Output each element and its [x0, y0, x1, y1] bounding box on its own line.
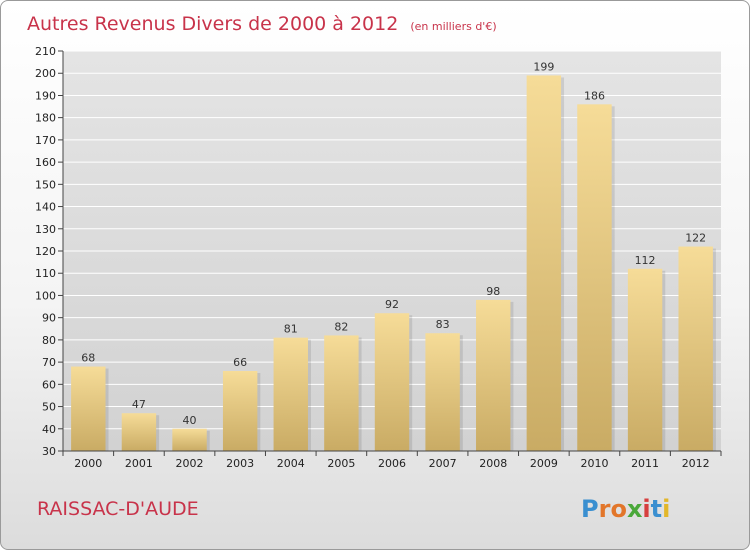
bars: 68 47 40 66 81 82 92 83 98 199 186 112 122: [71, 60, 716, 451]
y-tick-label: 210: [35, 45, 56, 58]
y-tick-label: 80: [42, 334, 56, 347]
y-tick-label: 170: [35, 134, 56, 147]
data-label: 40: [183, 414, 197, 427]
bar: [222, 371, 258, 451]
axes: 30 40 50 60 70 80 90 100 110 120 130 140 150 160 170 18…: [35, 45, 722, 470]
data-label: 98: [486, 285, 500, 298]
x-tick-label: 2001: [125, 457, 153, 470]
data-label: 186: [584, 89, 605, 102]
x-tick-label: 2008: [479, 457, 507, 470]
bar: [121, 413, 157, 451]
y-tick-label: 40: [42, 423, 56, 436]
y-tick-label: 160: [35, 156, 56, 169]
x-tick-label: 2000: [74, 457, 102, 470]
y-tick-label: 140: [35, 201, 56, 214]
y-tick-label: 30: [42, 445, 56, 458]
bar: [476, 299, 511, 451]
commune-name: RAISSAC-D'AUDE: [37, 498, 199, 520]
data-label: 66: [233, 356, 247, 369]
bar: [678, 246, 713, 451]
x-tick-label: 2012: [682, 457, 710, 470]
y-tick-label: 100: [35, 289, 56, 302]
bar: [71, 366, 106, 451]
data-label: 112: [635, 254, 656, 267]
data-label: 199: [533, 60, 554, 73]
y-tick-label: 120: [35, 245, 56, 258]
y-tick-label: 90: [42, 312, 56, 325]
y-tick-label: 70: [42, 356, 56, 369]
bar: [627, 268, 663, 451]
chart-title: Autres Revenus Divers de 2000 à 2012 (en…: [27, 13, 497, 35]
x-tick-label: 2004: [277, 457, 305, 470]
data-label: 68: [81, 352, 95, 365]
bar: [273, 337, 308, 451]
x-tick-label: 2003: [226, 457, 254, 470]
bar: [577, 104, 612, 451]
data-label: 122: [685, 232, 706, 245]
bar: [526, 75, 562, 451]
y-tick-label: 200: [35, 67, 56, 80]
bar: [324, 335, 359, 451]
y-tick-label: 50: [42, 401, 56, 414]
x-tick-label: 2006: [378, 457, 406, 470]
x-tick-label: 2005: [327, 457, 355, 470]
chart-title-main: Autres Revenus Divers de 2000 à 2012: [27, 13, 398, 35]
chart-title-unit: (en milliers d'€): [410, 20, 496, 33]
data-label: 83: [436, 318, 450, 331]
proxiti-logo: Proxiti: [581, 495, 670, 523]
x-tick-label: 2002: [176, 457, 204, 470]
bar: [425, 333, 460, 451]
y-tick-label: 60: [42, 378, 56, 391]
y-tick-label: 130: [35, 223, 56, 236]
data-label: 81: [284, 323, 298, 336]
logo-mark: Proxiti: [581, 495, 670, 523]
data-label: 47: [132, 398, 146, 411]
x-tick-label: 2007: [429, 457, 457, 470]
x-tick-label: 2011: [631, 457, 659, 470]
x-tick-label: 2010: [580, 457, 608, 470]
data-label: 92: [385, 298, 399, 311]
y-tick-label: 190: [35, 89, 56, 102]
x-tick-label: 2009: [530, 457, 558, 470]
data-label: 82: [334, 320, 348, 333]
y-tick-label: 180: [35, 112, 56, 125]
y-tick-label: 110: [35, 267, 56, 280]
bar: [172, 428, 207, 451]
bar: [374, 313, 410, 451]
y-tick-label: 150: [35, 178, 56, 191]
